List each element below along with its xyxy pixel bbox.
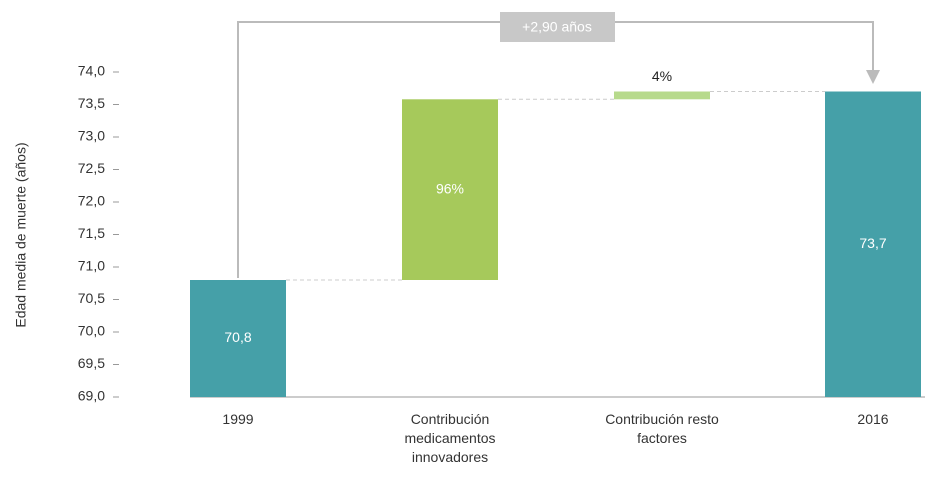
y-tick-label: 71,0	[78, 258, 105, 274]
y-tick-label: 69,0	[78, 388, 105, 404]
y-tick-label: 73,0	[78, 128, 105, 144]
y-tick-label: 71,5	[78, 225, 105, 241]
bar	[825, 91, 921, 397]
x-tick-label: 2016	[857, 411, 889, 427]
bar	[614, 91, 710, 100]
y-tick-label: 69,5	[78, 355, 105, 371]
y-tick-label: 72,5	[78, 160, 105, 176]
y-tick-label: 72,0	[78, 193, 105, 209]
annotation-box	[500, 12, 615, 42]
bracket-arrow	[866, 70, 880, 84]
bar	[190, 280, 286, 397]
data-label: 70,8	[224, 329, 251, 345]
bracket	[237, 21, 874, 278]
y-tick-label: 74,0	[78, 63, 105, 79]
data-label: 96%	[436, 180, 464, 196]
x-tick-label: Contribución medicamentos innovadores	[404, 411, 496, 465]
data-label: 73,7	[859, 235, 886, 251]
data-label: 4%	[652, 68, 672, 84]
y-axis-label: Edad media de muerte (años)	[13, 142, 29, 327]
x-tick-label: 1999	[222, 411, 254, 427]
x-tick-label: Contribución resto factores	[605, 411, 719, 446]
y-tick-label: 70,5	[78, 290, 105, 306]
y-tick-label: 73,5	[78, 95, 105, 111]
y-tick-label: 70,0	[78, 323, 105, 339]
bar	[402, 99, 498, 280]
annotation: +2,90 años	[522, 19, 592, 35]
